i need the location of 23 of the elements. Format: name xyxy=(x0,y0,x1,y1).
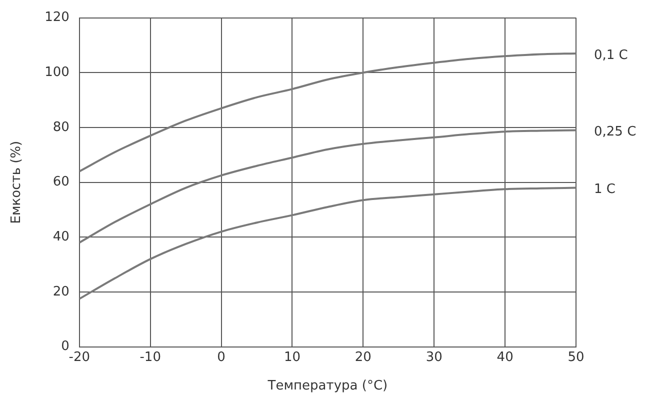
y-tick-label: 20 xyxy=(52,284,70,300)
y-tick-label: 60 xyxy=(52,174,70,190)
line-series xyxy=(79,52,576,172)
x-tick-label: 40 xyxy=(496,350,514,365)
x-tick-label: -10 xyxy=(140,350,161,365)
x-tick-label: 50 xyxy=(568,350,584,365)
line-series xyxy=(79,186,576,300)
y-tick-label: 0 xyxy=(61,339,70,354)
series-label: 0,25 C xyxy=(594,124,636,140)
y-tick-label: 80 xyxy=(52,120,70,135)
y-tick-label: 40 xyxy=(52,230,70,245)
y-tick-label: 100 xyxy=(44,65,70,80)
x-tick-label: -20 xyxy=(68,350,90,365)
y-axis-title: Емкость (%) xyxy=(9,140,24,224)
x-tick-label: 0 xyxy=(217,350,226,365)
x-tick-label: 20 xyxy=(354,350,372,365)
y-tick-label: 120 xyxy=(44,10,70,26)
x-axis-title: Температура (°C) xyxy=(266,378,388,394)
series-label: 1 C xyxy=(594,182,616,198)
x-tick-label: 30 xyxy=(426,350,442,365)
series-label: 0,1 C xyxy=(594,48,628,63)
line-series xyxy=(79,129,576,244)
x-tick-label: 10 xyxy=(284,350,301,365)
